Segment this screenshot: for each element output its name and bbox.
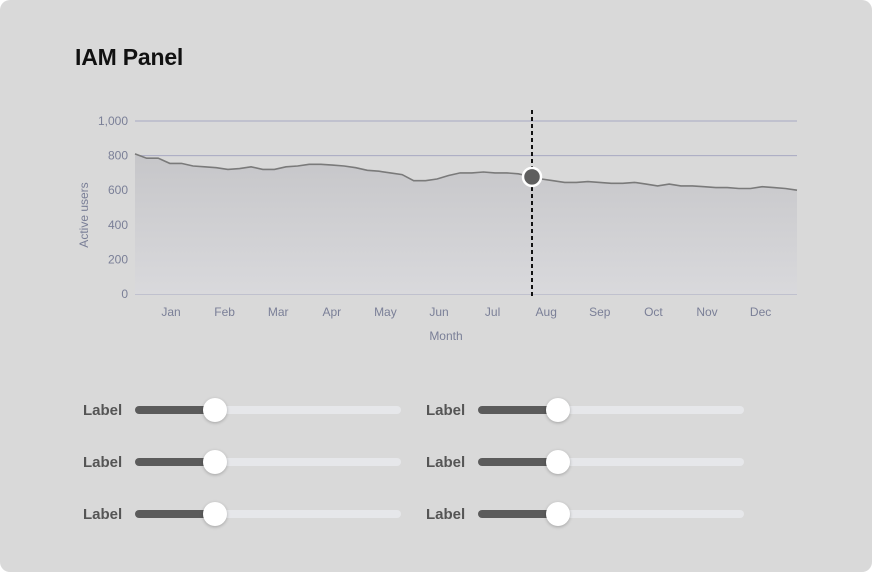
y-tick-label: 800 bbox=[108, 149, 128, 163]
slider-fill bbox=[478, 458, 558, 466]
y-tick-label: 0 bbox=[121, 287, 128, 301]
slider-fill bbox=[478, 406, 558, 414]
x-tick-label: Feb bbox=[214, 305, 235, 319]
y-tick-label: 1,000 bbox=[98, 114, 128, 128]
panel-title: IAM Panel bbox=[75, 44, 184, 70]
slider-label: Label bbox=[83, 506, 123, 523]
series-line bbox=[134, 153, 798, 191]
slider-track[interactable] bbox=[478, 502, 744, 526]
slider-label: Label bbox=[83, 454, 123, 471]
slider-thumb[interactable] bbox=[545, 502, 570, 526]
slider-label: Label bbox=[426, 506, 466, 523]
slider-track[interactable] bbox=[135, 502, 401, 526]
x-axis-label: Month bbox=[429, 329, 462, 343]
x-tick-label: Mar bbox=[268, 305, 289, 319]
x-tick-label: Jul bbox=[485, 305, 500, 319]
y-tick-label: 400 bbox=[108, 218, 128, 232]
y-tick-label: 200 bbox=[108, 252, 128, 266]
x-tick-label: Dec bbox=[750, 305, 771, 319]
slider-fill bbox=[478, 510, 558, 518]
series-area bbox=[135, 153, 797, 294]
x-tick-label: May bbox=[374, 305, 397, 319]
hover-marker[interactable] bbox=[521, 166, 543, 188]
slider-label: Label bbox=[426, 402, 466, 419]
slider-3[interactable]: Label bbox=[83, 448, 413, 478]
slider-track[interactable] bbox=[478, 398, 744, 422]
x-tick-label: Jun bbox=[429, 305, 448, 319]
y-axis-label: Active users bbox=[77, 182, 91, 247]
slider-track[interactable] bbox=[135, 398, 401, 422]
slider-thumb[interactable] bbox=[202, 450, 227, 474]
slider-label: Label bbox=[426, 454, 466, 471]
x-tick-label: Apr bbox=[322, 305, 341, 319]
slider-5[interactable]: Label bbox=[83, 500, 413, 530]
slider-label: Label bbox=[83, 402, 123, 419]
x-tick-label: Aug bbox=[536, 305, 557, 319]
slider-track[interactable] bbox=[135, 450, 401, 474]
slider-thumb[interactable] bbox=[202, 398, 227, 422]
slider-thumb[interactable] bbox=[545, 450, 570, 474]
x-tick-label: Oct bbox=[644, 305, 663, 319]
slider-2[interactable]: Label bbox=[426, 396, 756, 426]
slider-thumb[interactable] bbox=[202, 502, 227, 526]
x-tick-label: Sep bbox=[589, 305, 611, 319]
slider-4[interactable]: Label bbox=[426, 448, 756, 478]
slider-6[interactable]: Label bbox=[426, 500, 756, 530]
slider-fill bbox=[135, 510, 215, 518]
slider-thumb[interactable] bbox=[545, 398, 570, 422]
x-tick-label: Nov bbox=[696, 305, 717, 319]
slider-fill bbox=[135, 458, 215, 466]
slider-1[interactable]: Label bbox=[83, 396, 413, 426]
y-tick-label: 600 bbox=[108, 183, 128, 197]
slider-fill bbox=[135, 406, 215, 414]
x-tick-label: Jan bbox=[161, 305, 180, 319]
slider-track[interactable] bbox=[478, 450, 744, 474]
